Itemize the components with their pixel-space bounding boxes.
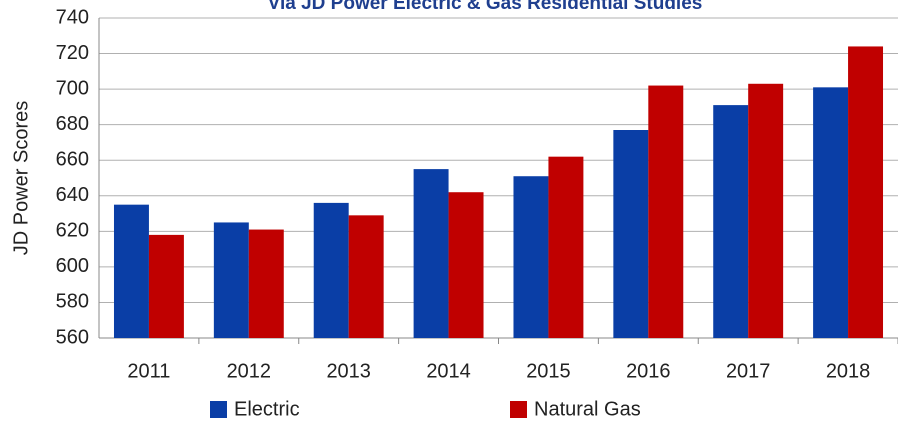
legend-swatch (210, 401, 227, 418)
chart-title: Via JD Power Electric & Gas Residential … (268, 0, 703, 14)
y-tick-label: 620 (56, 220, 89, 242)
x-tick-label: 2011 (127, 360, 170, 382)
y-tick-label: 740 (56, 6, 89, 28)
y-tick-label: 680 (56, 113, 89, 135)
x-tick-label: 2012 (227, 360, 272, 382)
x-tick-label: 2013 (326, 360, 371, 382)
bar (748, 83, 784, 339)
x-tick-label: 2018 (826, 360, 871, 382)
bar (348, 215, 384, 338)
bar (513, 176, 549, 338)
bar (848, 46, 884, 338)
y-axis-label: JD Power Scores (10, 101, 32, 256)
bar (213, 222, 249, 338)
y-tick-label: 600 (56, 255, 89, 277)
bar (548, 156, 584, 338)
bar (648, 85, 684, 338)
bar (113, 204, 149, 338)
x-tick-label: 2017 (726, 360, 771, 382)
x-tick-label: 2014 (426, 360, 471, 382)
y-tick-label: 560 (56, 326, 89, 348)
bar (448, 192, 484, 338)
bar (413, 169, 449, 338)
legend-label: Electric (234, 398, 300, 420)
y-tick-label: 660 (56, 149, 89, 171)
legend-swatch (510, 401, 527, 418)
bar (148, 234, 184, 338)
y-tick-label: 720 (56, 42, 89, 64)
y-tick-label: 580 (56, 291, 89, 313)
bar (713, 105, 749, 338)
x-tick-label: 2015 (526, 360, 571, 382)
bar (813, 87, 849, 338)
x-tick-label: 2016 (626, 360, 671, 382)
y-tick-label: 700 (56, 77, 89, 99)
y-tick-label: 640 (56, 184, 89, 206)
legend-label: Natural Gas (534, 398, 641, 420)
bar (613, 130, 649, 338)
bar (248, 229, 284, 338)
bar (313, 202, 349, 338)
